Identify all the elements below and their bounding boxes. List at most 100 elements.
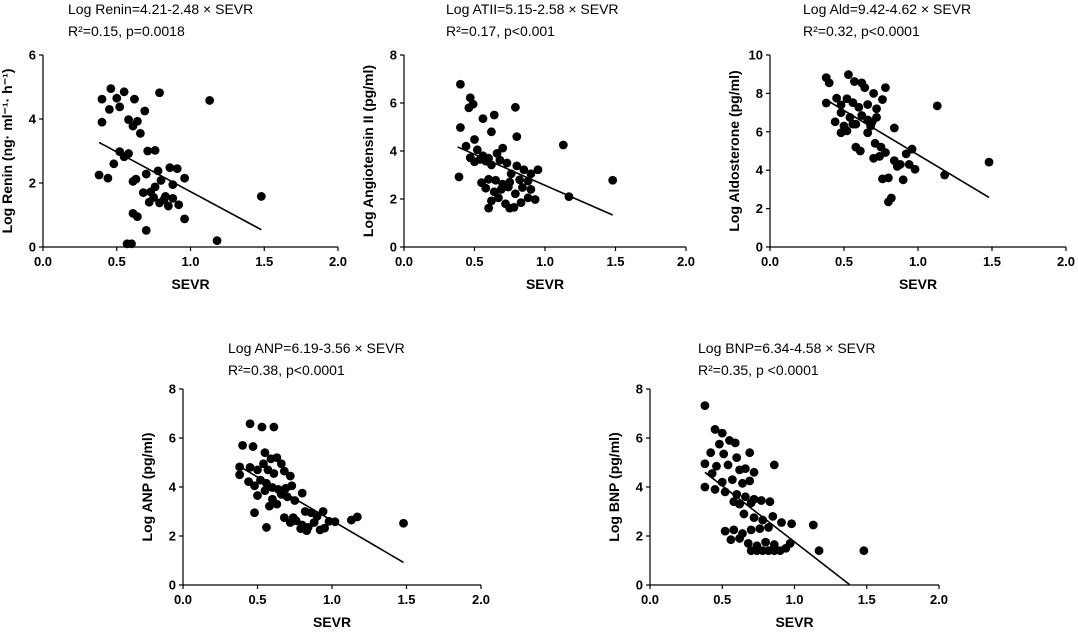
data-point	[115, 102, 125, 112]
data-point	[495, 155, 505, 165]
data-point	[533, 165, 543, 175]
data-point	[755, 524, 765, 534]
data-point	[399, 518, 408, 528]
x-tick-label: 1.0	[181, 254, 199, 269]
data-point	[180, 173, 190, 183]
data-point	[745, 476, 755, 486]
x-tick-label: 0.5	[248, 592, 266, 607]
x-tick-label: 1.5	[983, 254, 1001, 269]
data-point	[518, 183, 527, 192]
data-point	[276, 459, 286, 469]
x-axis-label: SEVR	[526, 276, 564, 292]
data-point	[133, 116, 142, 126]
data-point	[104, 105, 114, 114]
data-point	[287, 481, 297, 491]
chart-panel-ald: Log Ald=9.42-4.62 × SEVR R²=0.32, p<0.000…	[726, 1, 1075, 292]
x-tick-label: 0.5	[465, 254, 483, 269]
data-point	[723, 460, 733, 470]
data-point	[491, 175, 501, 185]
data-point	[352, 512, 362, 522]
data-point	[97, 117, 107, 127]
regression-equation: Log BNP=6.34-4.58 × SEVR	[698, 340, 875, 356]
data-point	[714, 439, 724, 449]
data-point	[257, 422, 267, 432]
data-point	[238, 440, 248, 450]
x-tick-label: 0.0	[395, 254, 413, 269]
regression-equation: Log ANP=6.19-3.56 × SEVR	[228, 340, 405, 356]
data-point	[769, 540, 779, 549]
data-point	[732, 453, 742, 462]
data-point	[250, 481, 259, 491]
data-point	[727, 475, 737, 485]
x-tick-label: 0.0	[641, 592, 659, 607]
data-point	[859, 546, 869, 556]
data-point	[259, 459, 268, 469]
data-point	[749, 467, 759, 477]
data-point	[282, 492, 292, 502]
data-point	[150, 145, 160, 155]
y-tick-label: 2	[756, 201, 763, 216]
data-point	[97, 94, 107, 104]
data-point	[910, 164, 920, 174]
data-point	[832, 93, 841, 103]
data-point	[881, 148, 890, 157]
data-point	[141, 169, 151, 179]
data-point	[848, 98, 858, 108]
data-point	[729, 525, 739, 535]
data-point	[279, 513, 289, 523]
y-tick-label: 6	[29, 48, 36, 63]
data-point	[456, 79, 465, 89]
y-tick-label: 0	[756, 240, 763, 255]
data-point	[498, 143, 508, 153]
data-point	[768, 512, 778, 521]
data-point	[712, 461, 721, 471]
data-point	[745, 448, 755, 458]
data-point	[848, 119, 858, 129]
data-point	[719, 449, 729, 459]
data-point	[743, 538, 753, 548]
data-point	[155, 88, 164, 98]
data-point	[512, 132, 522, 142]
data-point	[756, 496, 766, 505]
y-tick-label: 8	[636, 382, 643, 397]
y-axis-label: Log Angiotensin II (pg/ml)	[360, 65, 376, 237]
data-point	[907, 144, 917, 154]
data-point	[320, 523, 329, 533]
data-point	[172, 164, 182, 174]
data-point	[884, 173, 893, 183]
data-point	[516, 198, 526, 208]
x-axis-label: SEVR	[899, 276, 937, 292]
data-point	[131, 174, 141, 184]
x-tick-label: 1.5	[606, 254, 624, 269]
x-tick-label: 1.5	[255, 254, 273, 269]
data-point	[901, 149, 911, 159]
data-point	[180, 214, 190, 224]
data-point	[746, 525, 756, 535]
data-point	[700, 459, 710, 469]
data-point	[174, 200, 184, 210]
data-point	[496, 185, 506, 194]
data-point	[279, 466, 289, 476]
data-point	[510, 102, 520, 112]
data-point	[297, 488, 307, 498]
data-point	[484, 203, 493, 213]
data-point	[730, 438, 740, 448]
data-point	[886, 193, 896, 203]
data-point	[869, 89, 878, 98]
data-point	[700, 401, 710, 411]
data-point	[530, 195, 540, 204]
data-point	[260, 448, 270, 458]
x-tick-label: 0.5	[835, 254, 853, 269]
data-point	[165, 163, 175, 173]
data-point	[738, 478, 747, 488]
y-tick-label: 6	[169, 431, 176, 446]
data-point	[163, 201, 173, 211]
x-tick-label: 1.0	[536, 254, 554, 269]
y-tick-label: 8	[756, 86, 763, 101]
data-point	[143, 146, 153, 156]
regression-equation: Log Ald=9.42-4.62 × SEVR	[803, 1, 971, 17]
y-tick-label: 2	[636, 529, 643, 544]
data-point	[726, 535, 736, 545]
x-tick-label: 0.0	[174, 592, 192, 607]
